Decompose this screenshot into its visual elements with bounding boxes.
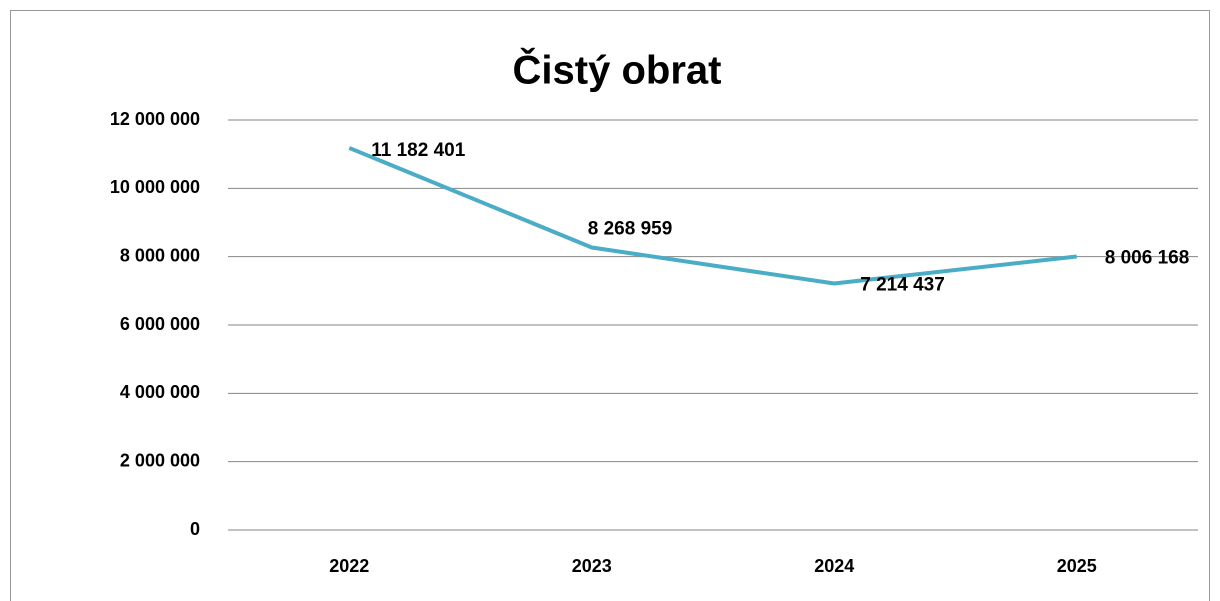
y-tick-label: 10 000 000 (110, 177, 200, 197)
chart-title: Čistý obrat (513, 47, 722, 93)
data-label: 8 268 959 (588, 218, 673, 239)
data-label: 8 006 168 (1105, 247, 1190, 268)
line-series (348, 146, 1077, 286)
data-label: 11 182 401 (371, 140, 465, 161)
y-tick-label: 12 000 000 (110, 109, 200, 129)
chart-border (10, 10, 1210, 601)
y-tick-label: 8 000 000 (120, 245, 200, 265)
x-tick-label: 2024 (814, 556, 854, 576)
x-tick-label: 2025 (1057, 556, 1097, 576)
y-tick-label: 4 000 000 (120, 382, 200, 402)
x-tick-label: 2023 (572, 556, 612, 576)
x-tick-label: 2022 (329, 556, 369, 576)
y-tick-label: 0 (190, 519, 200, 539)
y-tick-label: 6 000 000 (120, 314, 200, 334)
data-label: 7 214 437 (860, 275, 945, 296)
y-tick-label: 2 000 000 (120, 450, 200, 470)
